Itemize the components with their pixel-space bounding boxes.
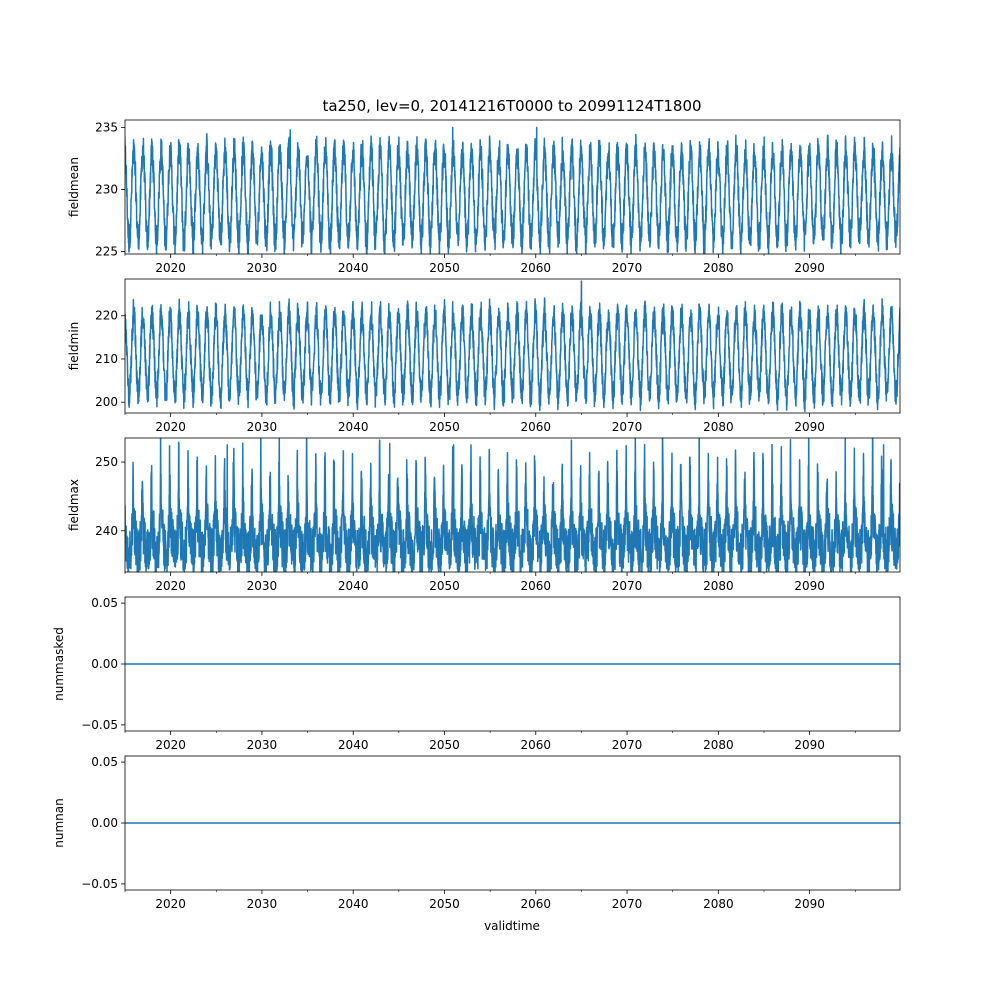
figure-title: ta250, lev=0, 20141216T0000 to 20991124T…: [322, 97, 701, 115]
x-tick-label-2040: 2040: [338, 579, 369, 593]
x-tick-label-2090: 2090: [794, 897, 825, 911]
y-tick-label-fieldmax: 250: [95, 455, 118, 469]
x-tick-label-2020: 2020: [155, 420, 186, 434]
plot-area-fieldmin: [125, 280, 900, 413]
y-tick-label-fieldmean: 235: [95, 120, 118, 134]
x-tick-label-2060: 2060: [521, 579, 552, 593]
x-tick-label-2070: 2070: [612, 420, 643, 434]
series-line-fieldmin: [125, 280, 900, 413]
y-tick-label-fieldmin: 220: [95, 309, 118, 323]
series-line-fieldmax: [125, 438, 900, 572]
x-tick-label-2080: 2080: [703, 738, 734, 752]
subplot-fieldmin: 2020 2030 2040 2050 2060 2070 2080 2090 200 210 22…: [67, 278, 901, 434]
y-tick-label-nummasked: 0.05: [91, 596, 118, 610]
plot-area-fieldmax: [125, 438, 900, 572]
x-tick-label-2040: 2040: [338, 420, 369, 434]
x-tick-label-2060: 2060: [521, 738, 552, 752]
y-tick-label-nummasked: −0.05: [81, 718, 118, 732]
y-tick-label-fieldmax: 240: [95, 524, 118, 538]
x-tick-label-2050: 2050: [429, 261, 460, 275]
x-tick-label-2080: 2080: [703, 897, 734, 911]
y-tick-label-fieldmean: 225: [95, 245, 118, 259]
x-tick-label-2050: 2050: [429, 420, 460, 434]
x-tick-label-2060: 2060: [521, 897, 552, 911]
x-tick-label-2040: 2040: [338, 261, 369, 275]
y-axis-label-numnan: numnan: [52, 798, 66, 847]
y-tick-label-fieldmin: 210: [95, 352, 118, 366]
x-tick-label-2090: 2090: [794, 261, 825, 275]
x-tick-label-2060: 2060: [521, 420, 552, 434]
x-tick-label-2050: 2050: [429, 897, 460, 911]
x-tick-label-2030: 2030: [247, 420, 278, 434]
subplot-fieldmax: 2020 2030 2040 2050 2060 2070 2080 2090 240 250 fi…: [67, 437, 901, 593]
subplot-numnan: 2020 2030 2040 2050 2060 2070 2080 2090 −0.05 0.0…: [52, 755, 901, 911]
x-tick-label-2020: 2020: [155, 261, 186, 275]
series-line-fieldmean: [125, 126, 900, 254]
axes-frame-fieldmax: [124, 437, 901, 573]
x-tick-label-2070: 2070: [612, 738, 643, 752]
x-tick-label-2040: 2040: [338, 738, 369, 752]
axes-frame-fieldmin: [124, 278, 901, 414]
x-tick-label-2080: 2080: [703, 261, 734, 275]
subplots: 2020 2030 2040 2050 2060 2070 2080 2090 225 230 23…: [52, 119, 901, 911]
y-tick-label-numnan: −0.05: [81, 877, 118, 891]
x-tick-label-2030: 2030: [247, 261, 278, 275]
x-tick-label-2070: 2070: [612, 261, 643, 275]
y-tick-label-numnan: 0.00: [91, 816, 118, 830]
x-tick-label-2020: 2020: [155, 738, 186, 752]
x-tick-label-2070: 2070: [612, 897, 643, 911]
x-tick-label-2030: 2030: [247, 897, 278, 911]
x-tick-label-2080: 2080: [703, 579, 734, 593]
subplot-nummasked: 2020 2030 2040 2050 2060 2070 2080 2090 −0.05 0.0…: [52, 596, 901, 752]
y-axis-label-fieldmin: fieldmin: [67, 322, 81, 371]
y-tick-label-fieldmin: 200: [95, 395, 118, 409]
x-tick-label-2090: 2090: [794, 579, 825, 593]
x-tick-label-2070: 2070: [612, 579, 643, 593]
x-tick-label-2020: 2020: [155, 897, 186, 911]
x-tick-label-2090: 2090: [794, 738, 825, 752]
y-tick-label-numnan: 0.05: [91, 755, 118, 769]
x-tick-label-2030: 2030: [247, 579, 278, 593]
x-tick-label-2090: 2090: [794, 420, 825, 434]
y-axis-label-fieldmean: fieldmean: [67, 157, 81, 217]
x-tick-label-2030: 2030: [247, 738, 278, 752]
x-tick-label-2040: 2040: [338, 897, 369, 911]
plot-area-fieldmean: [125, 126, 900, 254]
y-tick-label-nummasked: 0.00: [91, 657, 118, 671]
y-tick-label-fieldmean: 230: [95, 182, 118, 196]
x-tick-label-2020: 2020: [155, 579, 186, 593]
y-axis-label-fieldmax: fieldmax: [67, 479, 81, 531]
x-tick-label-2060: 2060: [521, 261, 552, 275]
x-tick-label-2080: 2080: [703, 420, 734, 434]
y-axis-label-nummasked: nummasked: [52, 627, 66, 701]
subplot-fieldmean: 2020 2030 2040 2050 2060 2070 2080 2090 225 230 23…: [67, 119, 901, 275]
x-axis-label: validtime: [484, 919, 540, 933]
axes-frame-fieldmean: [124, 119, 901, 255]
x-tick-label-2050: 2050: [429, 738, 460, 752]
x-tick-label-2050: 2050: [429, 579, 460, 593]
